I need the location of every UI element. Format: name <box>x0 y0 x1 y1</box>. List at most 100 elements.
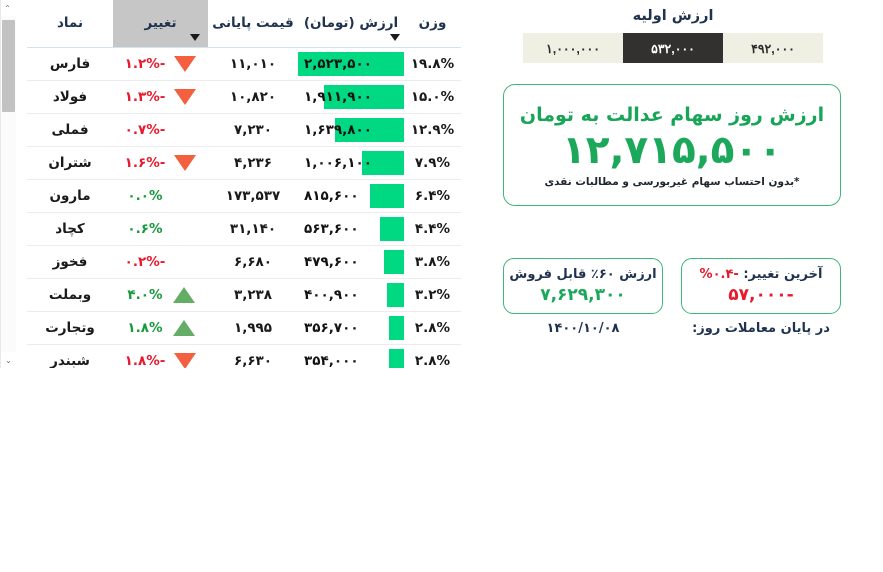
triangle-down-icon <box>174 352 197 368</box>
value-bar <box>389 348 404 368</box>
cell-weight: ۶.۴% <box>404 179 461 213</box>
change-percent: -۰.۲% <box>124 253 166 270</box>
cell-value: ۵۶۳,۶۰۰ <box>298 212 404 246</box>
cell-weight: ۲.۸% <box>404 344 461 368</box>
change-wrapper: -۱.۸% <box>113 352 208 369</box>
cell-value: ۱,۰۰۶,۱۰۰ <box>298 146 404 180</box>
cell-symbol[interactable]: وتجارت <box>27 311 113 345</box>
column-label-symbol: نماد <box>56 15 84 32</box>
cell-weight: ۷.۹% <box>404 146 461 180</box>
column-label-weight: وزن <box>418 15 447 32</box>
cell-symbol[interactable]: فملی <box>27 113 113 147</box>
triangle-down-icon <box>174 88 197 105</box>
table-row[interactable]: ۷.۹% ۱,۰۰۶,۱۰۰ ۴,۲۳۶ -۱.۶% شتران <box>27 146 461 180</box>
column-header-symbol[interactable]: نماد <box>27 0 113 48</box>
cell-value: ۳۵۶,۷۰۰ <box>298 311 404 345</box>
main-value-card: ارزش روز سهام عدالت به تومان ۱۲,۷۱۵,۵۰۰ … <box>503 84 841 206</box>
change-percent: ۰.۶% <box>127 220 163 237</box>
value-bar <box>361 150 404 175</box>
top-section: ارزش اولیه ۱,۰۰۰,۰۰۰ ۵۳۲,۰۰۰ ۴۹۲,۰۰۰ ارزش … <box>0 0 883 368</box>
table-row[interactable]: ۲.۸% ۳۵۴,۰۰۰ ۶,۶۳۰ -۱.۸% شبندر <box>27 344 461 368</box>
table-row[interactable]: ۱۲.۹% ۱,۶۳۹,۸۰۰ ۷,۲۳۰ -۰.۷% فملی <box>27 113 461 147</box>
table-row[interactable]: ۳.۸% ۴۷۹,۶۰۰ ۶,۶۸۰ -۰.۲% فخوز <box>27 245 461 279</box>
table-row[interactable]: ۲.۸% ۳۵۶,۷۰۰ ۱,۹۹۵ ۱.۸% وتجارت <box>27 311 461 345</box>
cell-symbol[interactable]: وبملت <box>27 278 113 312</box>
change-wrapper: -۱.۲% <box>113 55 208 72</box>
cell-symbol[interactable]: شتران <box>27 146 113 180</box>
cell-close-price: ۱۱,۰۱۰ <box>208 47 298 81</box>
table-row[interactable]: ۴.۴% ۵۶۳,۶۰۰ ۳۱,۱۴۰ ۰.۶% کچاد <box>27 212 461 246</box>
value-bar-cell: ۳۵۶,۷۰۰ <box>298 312 404 344</box>
value-bar-cell: ۱,۶۳۹,۸۰۰ <box>298 114 404 146</box>
cell-close-price: ۷,۲۳۰ <box>208 113 298 147</box>
stat-label-percent: -۰.۴% <box>699 267 739 282</box>
cell-symbol[interactable]: فارس <box>27 47 113 81</box>
initial-value-option-label: ۱,۰۰۰,۰۰۰ <box>546 41 600 56</box>
value-bar <box>380 216 404 241</box>
cell-value: ۱,۹۱۱,۹۰۰ <box>298 80 404 114</box>
cell-change: ۰.۶% <box>113 212 208 246</box>
main-value-note: *بدون احتساب سهام غیربورسی و مطالبات نقد… <box>544 175 800 188</box>
change-percent: -۱.۸% <box>124 352 166 369</box>
cell-change: ۰.۰% <box>113 179 208 213</box>
value-bar-label: ۵۶۳,۶۰۰ <box>304 220 359 237</box>
value-bar <box>323 84 404 109</box>
value-bar-cell: ۴۷۹,۶۰۰ <box>298 246 404 278</box>
sort-descending-icon <box>390 33 400 41</box>
cell-symbol[interactable]: شبندر <box>27 344 113 368</box>
cell-weight: ۳.۸% <box>404 245 461 279</box>
table-body: ۱۹.۸% ۲,۵۲۳,۵۰۰ ۱۱,۰۱۰ -۱.۲% فارس ۱۵.۰% ۱,۹۱۱,… <box>27 47 461 368</box>
no-change-icon <box>173 221 195 237</box>
cell-symbol[interactable]: فولاد <box>27 80 113 114</box>
column-header-close-price[interactable]: قیمت پایانی <box>208 0 298 48</box>
cell-value: ۲,۵۲۳,۵۰۰ <box>298 47 404 81</box>
cell-change: ۴.۰% <box>113 278 208 312</box>
value-bar <box>383 249 404 274</box>
table-row[interactable]: ۱۵.۰% ۱,۹۱۱,۹۰۰ ۱۰,۸۲۰ -۱.۳% فولاد <box>27 80 461 114</box>
no-change-icon <box>174 122 196 138</box>
value-bar <box>298 51 404 76</box>
value-bar <box>369 183 404 208</box>
summary-panel: ارزش اولیه ۱,۰۰۰,۰۰۰ ۵۳۲,۰۰۰ ۴۹۲,۰۰۰ ارزش … <box>463 0 883 368</box>
cell-value: ۳۵۴,۰۰۰ <box>298 344 404 368</box>
column-header-weight[interactable]: وزن <box>404 0 461 48</box>
initial-value-option-2[interactable]: ۴۹۲,۰۰۰ <box>723 33 823 63</box>
cell-close-price: ۳۱,۱۴۰ <box>208 212 298 246</box>
table-row[interactable]: ۱۹.۸% ۲,۵۲۳,۵۰۰ ۱۱,۰۱۰ -۱.۲% فارس <box>27 47 461 81</box>
cell-close-price: ۱۷۳,۵۳۷ <box>208 179 298 213</box>
cell-symbol[interactable]: کچاد <box>27 212 113 246</box>
change-percent: -۰.۷% <box>124 121 166 138</box>
change-percent: -۱.۶% <box>124 154 166 171</box>
initial-value-selector[interactable]: ۱,۰۰۰,۰۰۰ ۵۳۲,۰۰۰ ۴۹۲,۰۰۰ <box>463 33 883 63</box>
stat-value: ۷,۶۲۹,۳۰۰ <box>540 285 626 305</box>
table-row[interactable]: ۳.۲% ۴۰۰,۹۰۰ ۳,۲۳۸ ۴.۰% وبملت <box>27 278 461 312</box>
scroll-up-icon[interactable]: ⌃ <box>4 3 11 13</box>
cell-change: -۱.۳% <box>113 80 208 114</box>
initial-value-option-label: ۵۳۲,۰۰۰ <box>651 41 695 56</box>
cell-symbol[interactable]: مارون <box>27 179 113 213</box>
table-scrollbar[interactable]: ⌃ ⌄ <box>0 0 16 368</box>
change-wrapper: -۰.۷% <box>113 122 208 138</box>
column-header-value[interactable]: ارزش (تومان) <box>298 0 404 48</box>
column-label-change: تغییر <box>144 15 177 32</box>
cell-value: ۸۱۵,۶۰۰ <box>298 179 404 213</box>
initial-value-option-1[interactable]: ۵۳۲,۰۰۰ <box>623 33 723 63</box>
scrollbar-thumb[interactable] <box>2 20 15 112</box>
stat-subtext: ۱۴۰۰/۱۰/۰۸ <box>546 321 620 336</box>
stat-value: -۵۷,۰۰۰ <box>728 285 794 305</box>
column-label-close-price: قیمت پایانی <box>212 15 294 32</box>
column-label-value: ارزش (تومان) <box>303 15 399 32</box>
scroll-down-icon[interactable]: ⌄ <box>5 355 12 365</box>
change-percent: -۱.۲% <box>124 55 166 72</box>
cell-change: -۰.۷% <box>113 113 208 147</box>
triangle-up-icon <box>173 286 195 303</box>
change-percent: ۴.۰% <box>127 286 163 303</box>
main-value-title: ارزش روز سهام عدالت به تومان <box>519 104 825 127</box>
initial-value-option-label: ۴۹۲,۰۰۰ <box>751 41 795 56</box>
column-header-change[interactable]: تغییر <box>113 0 208 48</box>
cell-symbol[interactable]: فخوز <box>27 245 113 279</box>
cell-close-price: ۶,۶۳۰ <box>208 344 298 368</box>
table-row[interactable]: ۶.۴% ۸۱۵,۶۰۰ ۱۷۳,۵۳۷ ۰.۰% مارون <box>27 179 461 213</box>
value-bar-label: ۱,۹۱۱,۹۰۰ <box>304 88 372 105</box>
initial-value-option-0[interactable]: ۱,۰۰۰,۰۰۰ <box>523 33 623 63</box>
